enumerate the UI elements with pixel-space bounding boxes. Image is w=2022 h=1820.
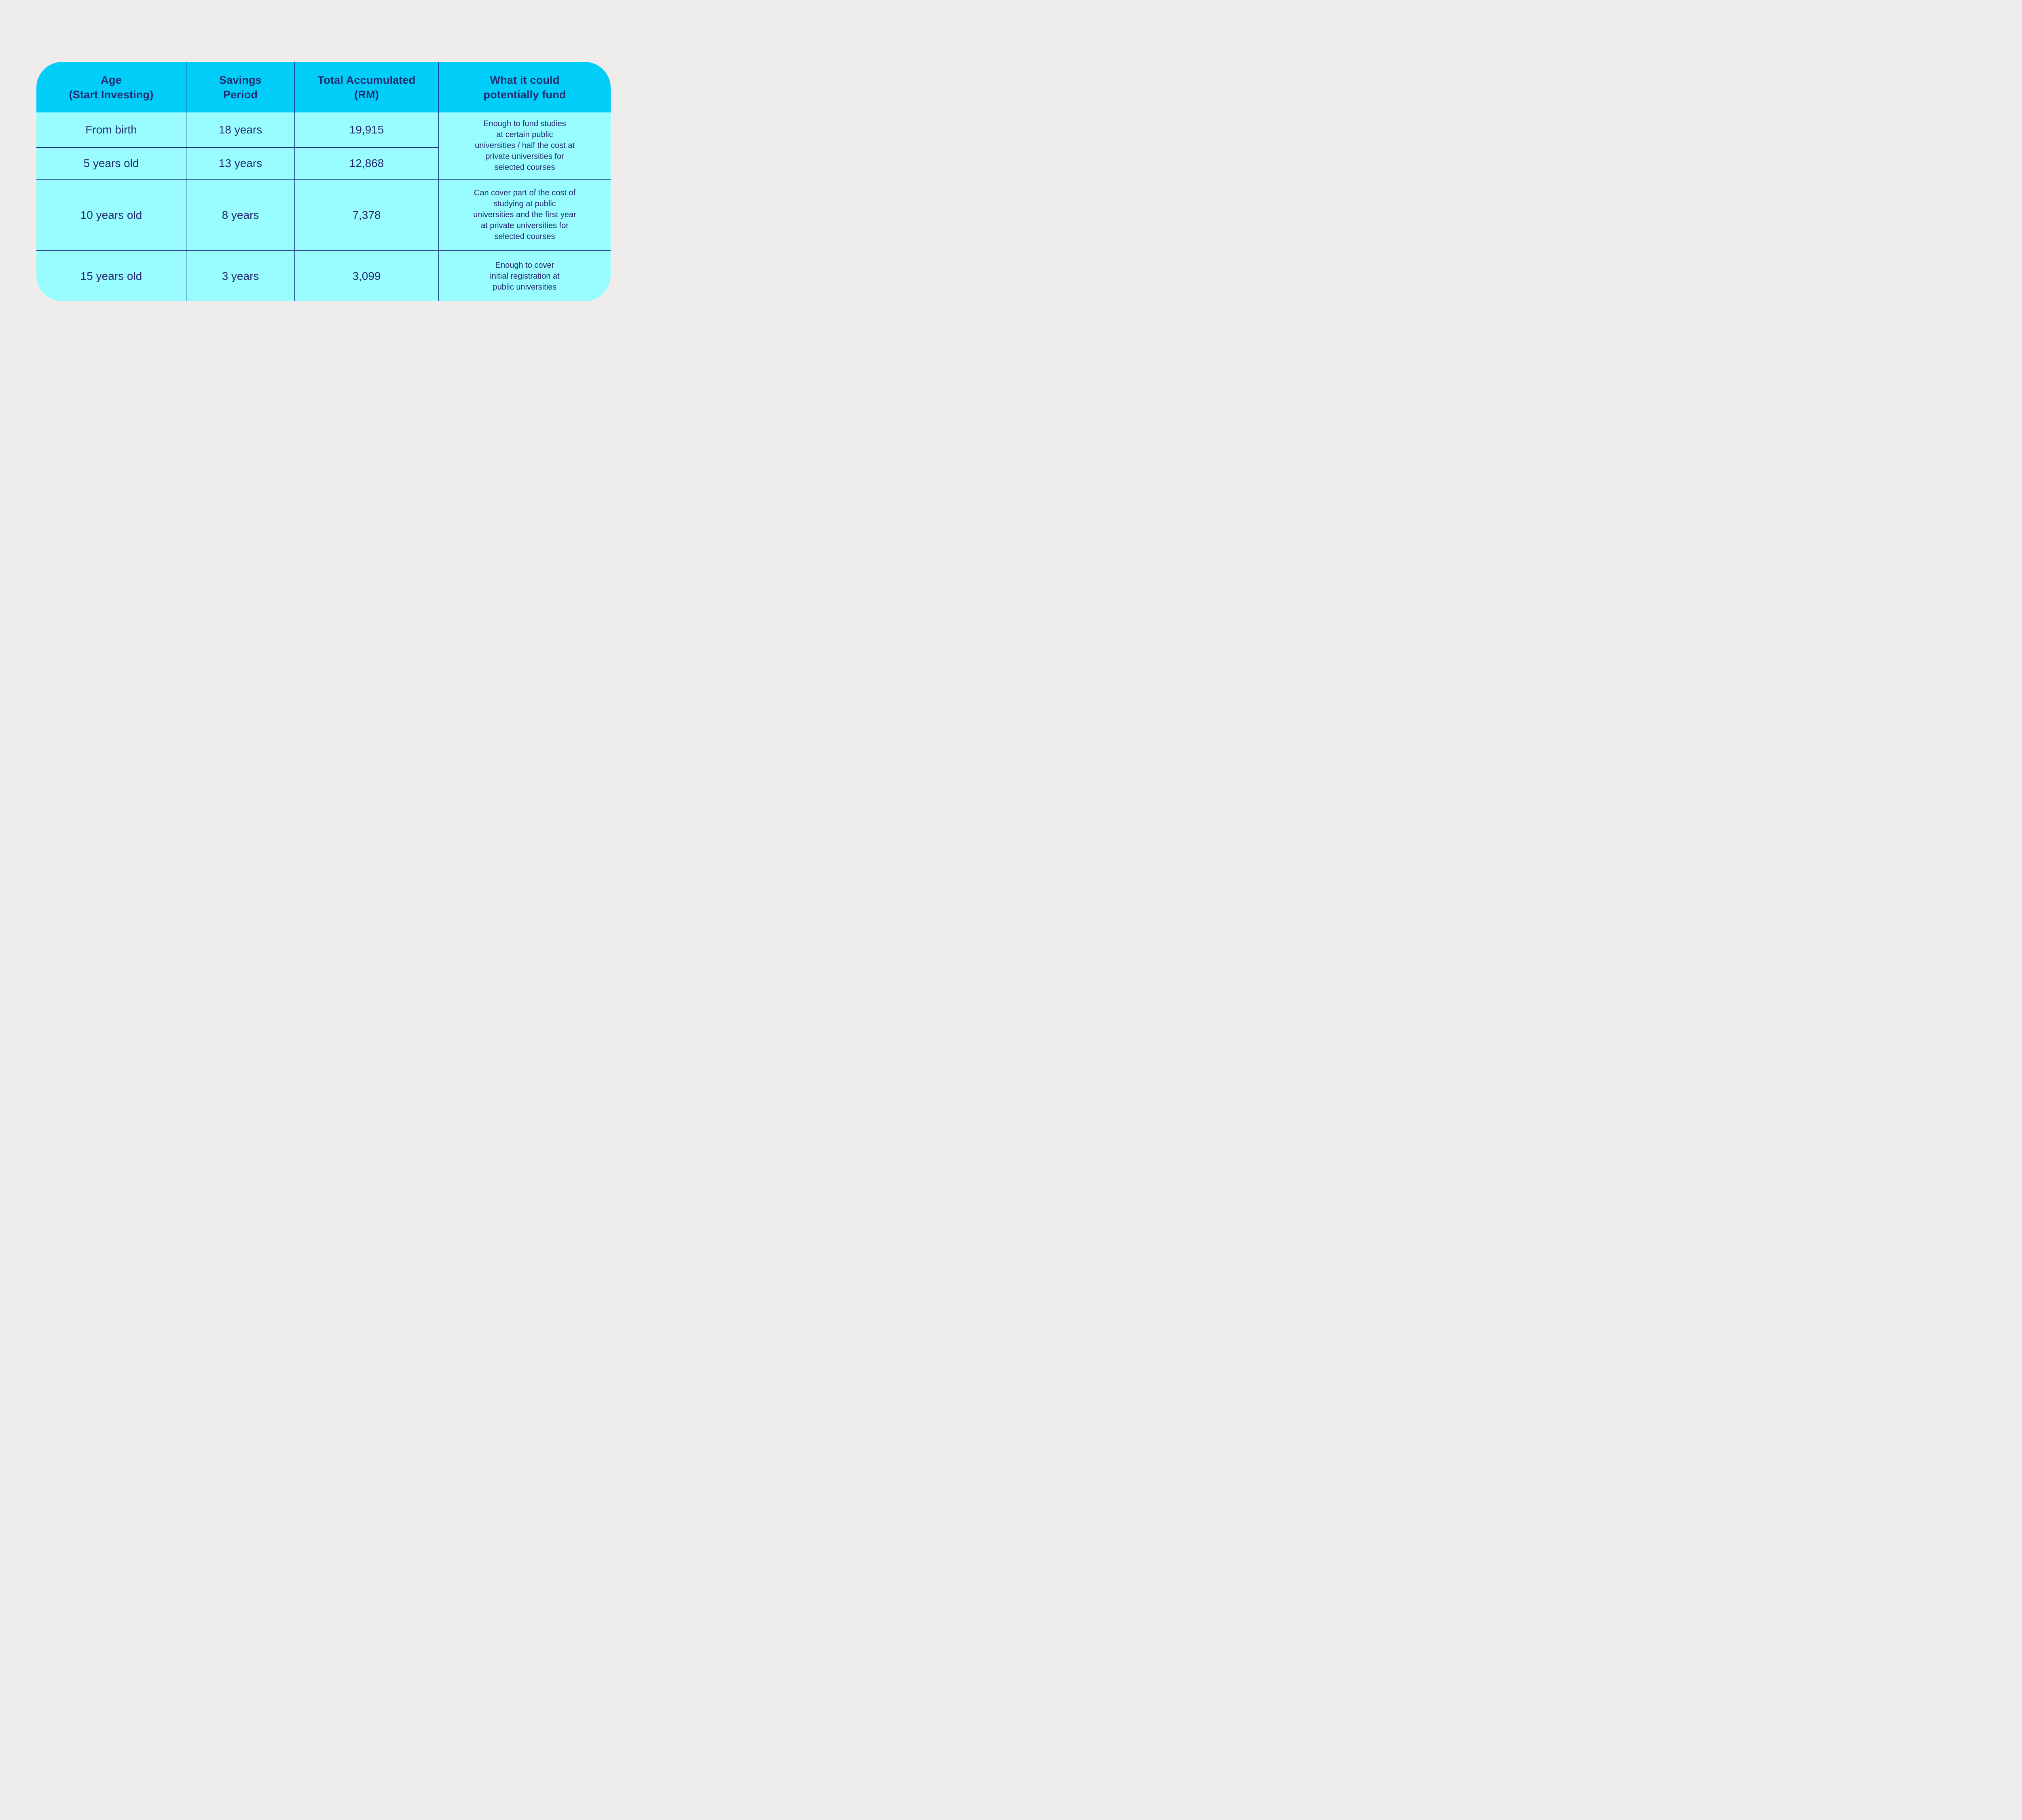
cell-total-7378: 7,378 [294, 179, 438, 250]
column-header-savings-period: Savings Period [186, 62, 294, 112]
cell-age-5-years-old: 5 years old [36, 147, 186, 179]
column-header-potential-fund: What it could potentially fund [438, 62, 611, 112]
cell-total-3099: 3,099 [294, 250, 438, 301]
page-background: { "colors": { "page_bg": "#efecec", "hea… [0, 0, 647, 364]
cell-age-from-birth: From birth [36, 112, 186, 147]
cell-total-12868: 12,868 [294, 147, 438, 179]
education-savings-table: Age (Start Investing) Savings Period Tot… [36, 62, 611, 301]
cell-total-19915: 19,915 [294, 112, 438, 147]
column-header-age: Age (Start Investing) [36, 62, 186, 112]
cell-age-10-years-old: 10 years old [36, 179, 186, 250]
cell-fund-note-row-4: Enough to cover initial registration at … [438, 250, 611, 301]
cell-period-8-years: 8 years [186, 179, 294, 250]
cell-fund-note-row-3: Can cover part of the cost of studying a… [438, 179, 611, 250]
cell-period-13-years: 13 years [186, 147, 294, 179]
cell-fund-note-rows-1-2: Enough to fund studies at certain public… [438, 112, 611, 179]
cell-age-15-years-old: 15 years old [36, 250, 186, 301]
cell-period-18-years: 18 years [186, 112, 294, 147]
column-header-total-accumulated: Total Accumulated (RM) [294, 62, 438, 112]
cell-period-3-years: 3 years [186, 250, 294, 301]
